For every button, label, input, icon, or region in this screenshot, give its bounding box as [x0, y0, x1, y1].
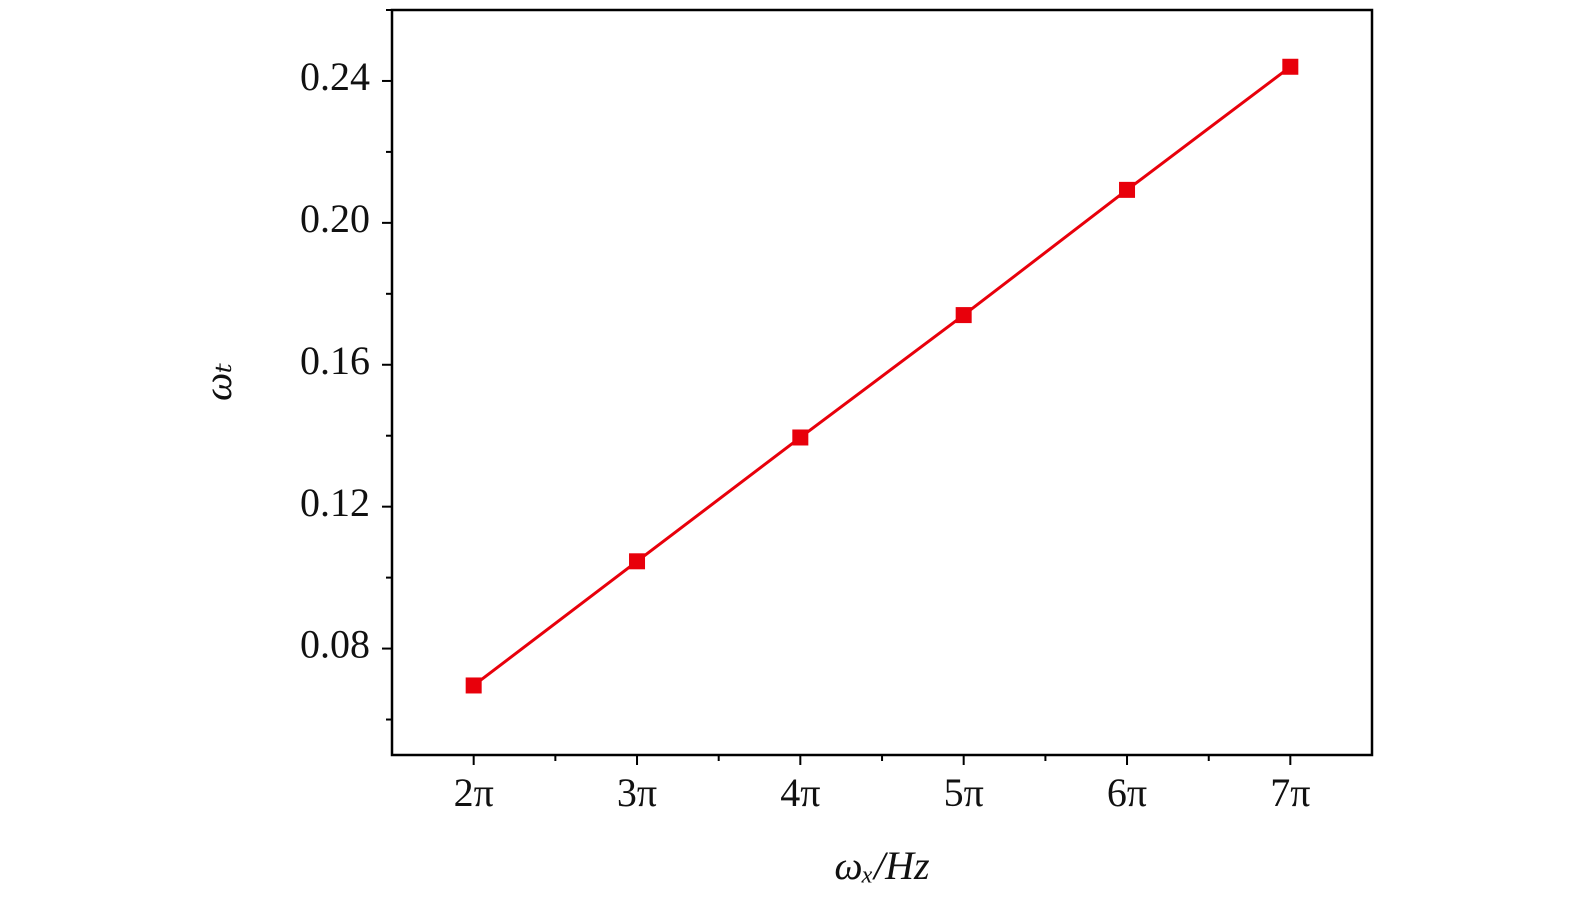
x-axis-label: ωₓ/Hz [834, 843, 930, 888]
y-tick-label: 0.12 [300, 480, 370, 525]
data-line [472, 65, 1292, 687]
data-point [629, 553, 646, 570]
y-tick-label: 0.24 [300, 54, 370, 99]
data-point [1119, 181, 1136, 198]
y-tick-label: 0.16 [300, 338, 370, 383]
x-tick-label: 3π [617, 770, 657, 815]
x-tick-label: 2π [454, 770, 494, 815]
y-tick-label: 0.20 [300, 196, 370, 241]
x-tick-label: 7π [1270, 770, 1310, 815]
data-point [465, 677, 482, 694]
data-point [1282, 58, 1299, 75]
plot-frame [390, 8, 1374, 757]
y-tick-label: 0.08 [300, 622, 370, 667]
y-axis-label: ωₜ [195, 363, 240, 401]
x-tick-label: 6π [1107, 770, 1147, 815]
data-point [792, 429, 809, 446]
data-point [955, 307, 972, 324]
x-tick-label: 5π [944, 770, 984, 815]
x-tick-label: 4π [780, 770, 820, 815]
